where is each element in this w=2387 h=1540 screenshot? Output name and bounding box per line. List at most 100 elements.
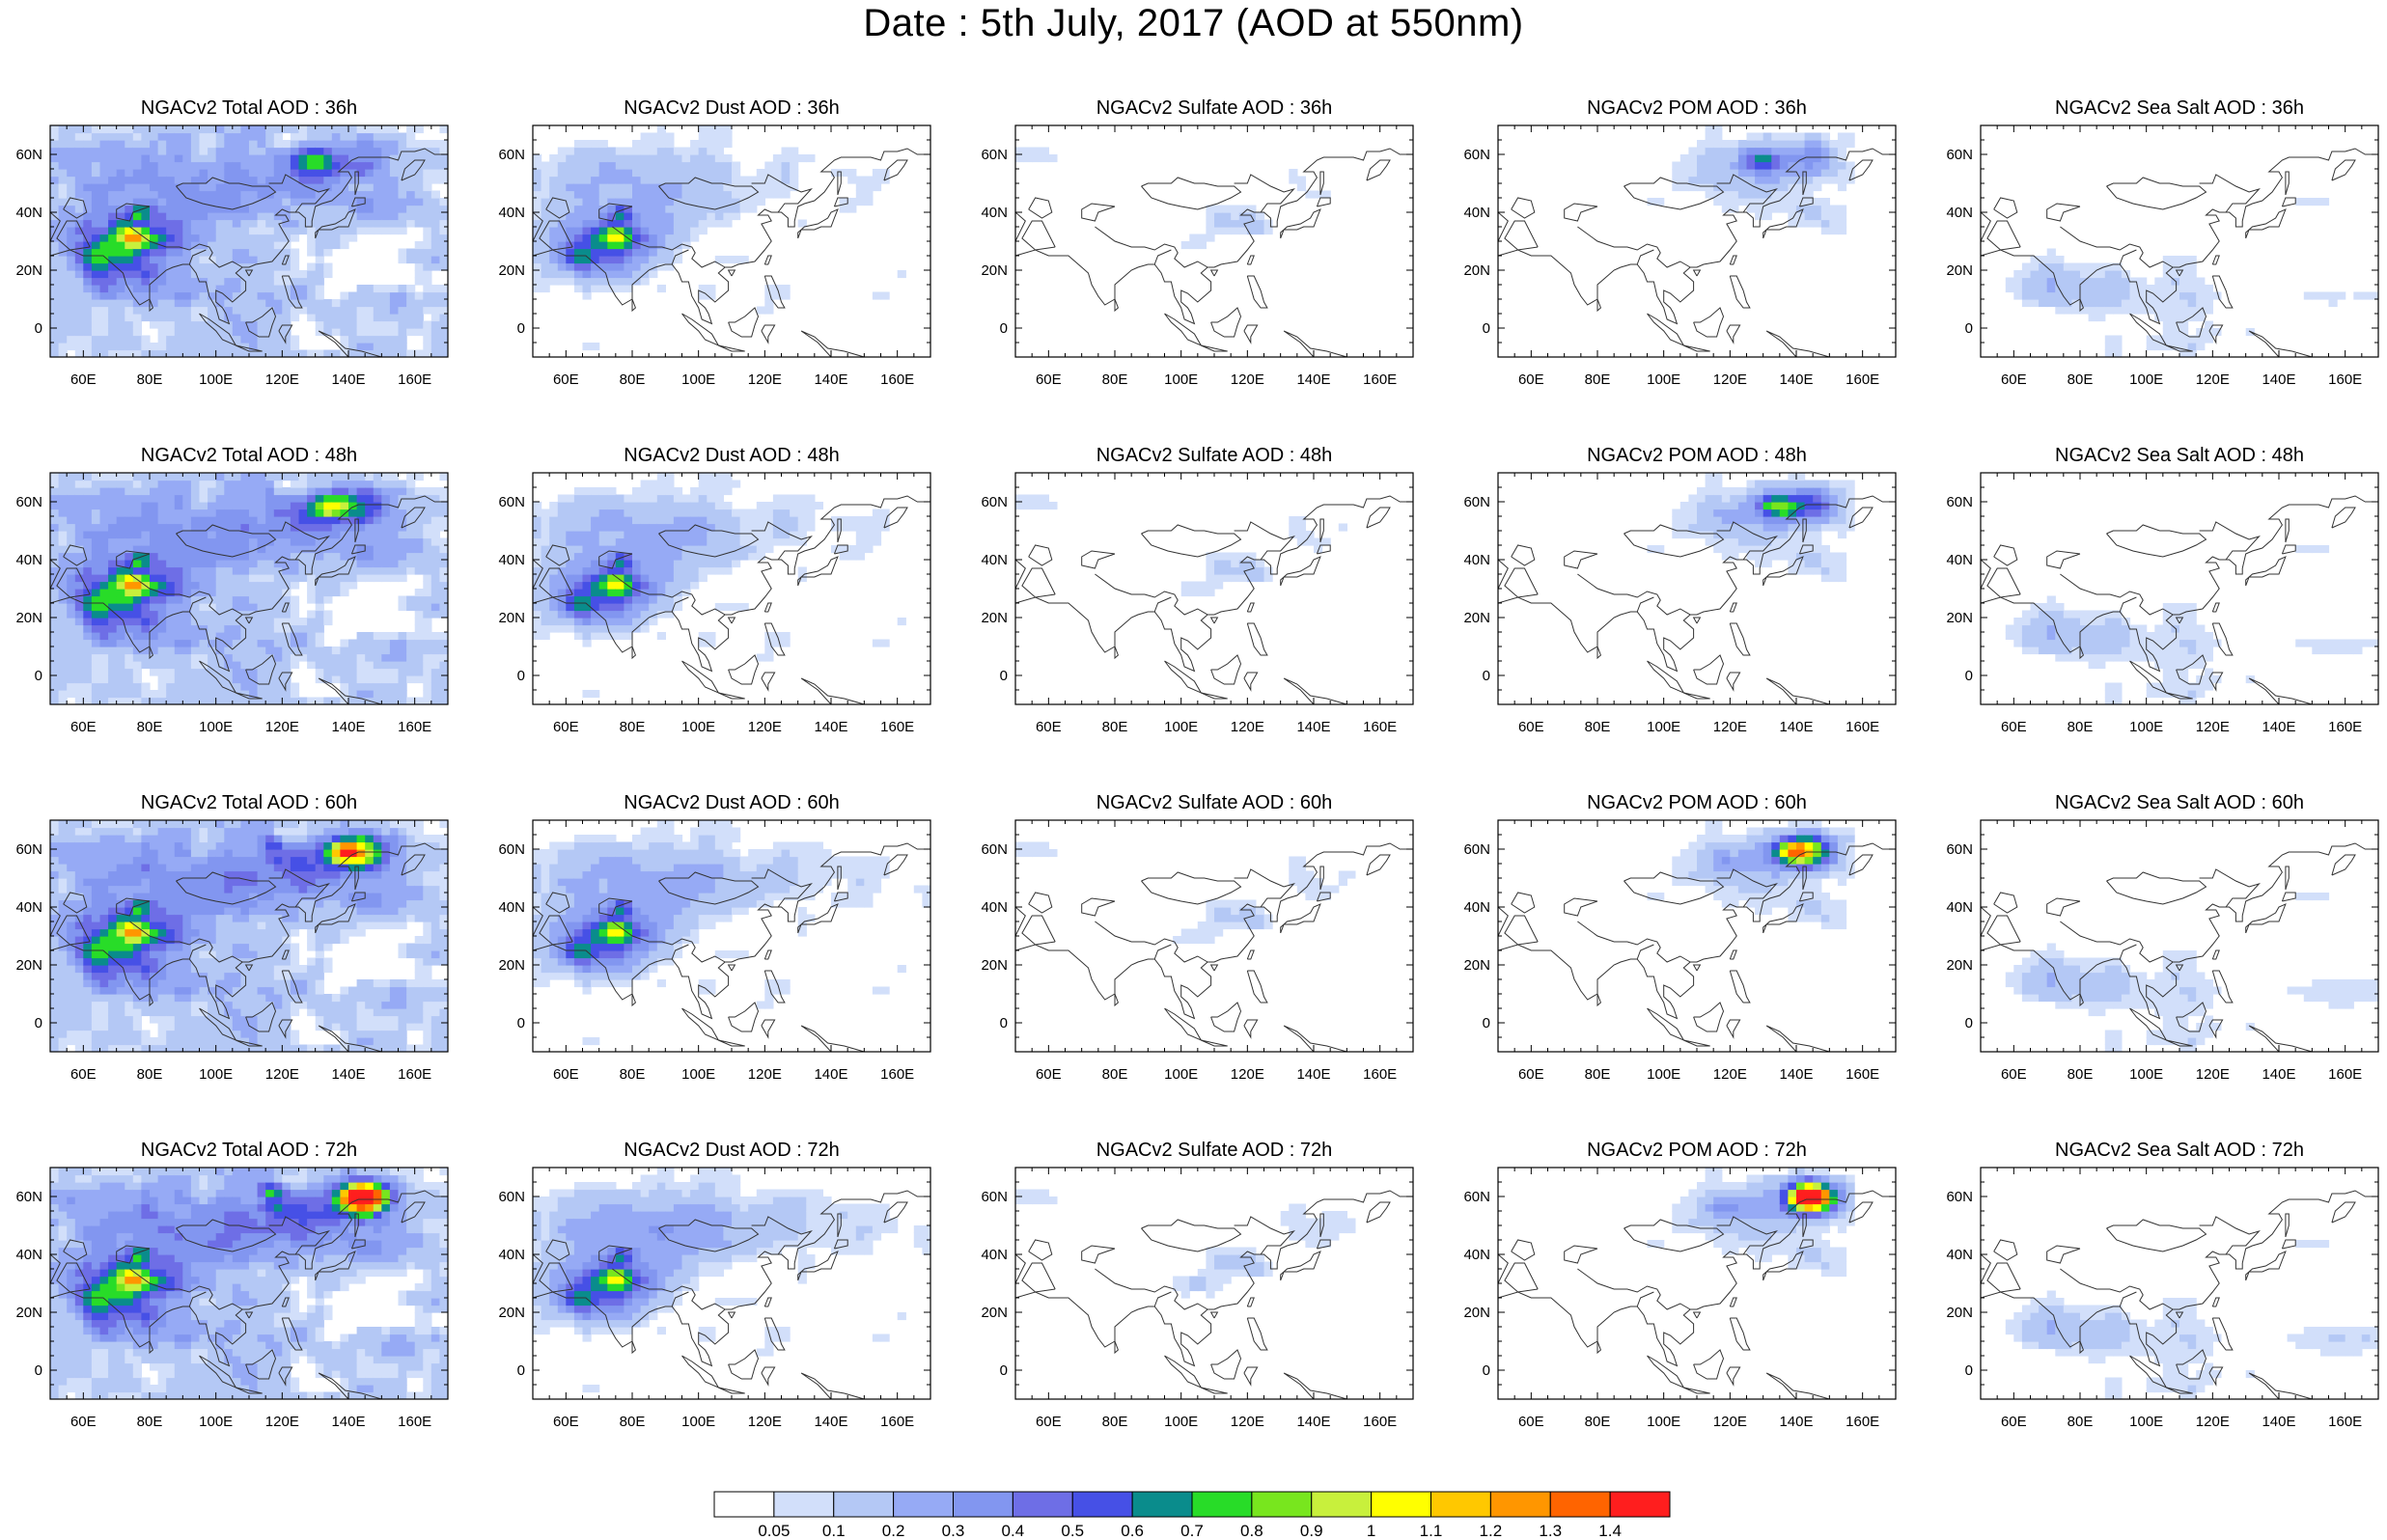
- lat-tick-label: 40N: [1463, 552, 1490, 568]
- colorbar-swatch: [1549, 1491, 1611, 1518]
- lat-tick-label: 0: [1965, 668, 1973, 684]
- coastlines: [1015, 1168, 1413, 1399]
- lat-tick-label: 60N: [1463, 1189, 1490, 1205]
- panel-title: NGACv2 POM AOD : 48h: [1587, 445, 1807, 466]
- lat-tick-label: 40N: [1463, 1247, 1490, 1263]
- lon-tick-label: 60E: [553, 719, 579, 735]
- lon-tick-label: 100E: [2129, 1414, 2163, 1430]
- colorbar-swatch: [1131, 1491, 1193, 1518]
- lon-tick-label: 140E: [814, 1066, 847, 1083]
- aod-field: [2005, 1240, 2378, 1399]
- lon-tick-label: 120E: [1231, 371, 1264, 388]
- aod-field: [2005, 893, 2378, 1052]
- lat-tick-label: 20N: [498, 1305, 525, 1321]
- lon-tick-label: 60E: [2001, 1066, 2027, 1083]
- lat-tick-label: 0: [517, 1362, 525, 1379]
- lon-tick-label: 100E: [1164, 719, 1198, 735]
- lat-tick-label: 40N: [1946, 899, 1973, 916]
- lon-tick-label: 80E: [2068, 719, 2094, 735]
- lat-tick-label: 0: [35, 320, 42, 337]
- lat-tick-label: 60N: [981, 1189, 1008, 1205]
- aod-field: [50, 820, 448, 1052]
- panel-title: NGACv2 Sea Salt AOD : 48h: [2055, 445, 2304, 466]
- lon-tick-label: 80E: [620, 371, 646, 388]
- aod-field: [50, 1168, 448, 1399]
- lat-tick-label: 60N: [15, 841, 42, 858]
- coastlines: [50, 820, 448, 1052]
- lon-tick-label: 60E: [1036, 1066, 1062, 1083]
- lon-tick-label: 60E: [2001, 1414, 2027, 1430]
- lat-tick-label: 20N: [15, 957, 42, 974]
- lat-tick-label: 20N: [1946, 957, 1973, 974]
- colorbar-label: 1.1: [1420, 1522, 1443, 1540]
- panel-title: NGACv2 Total AOD : 60h: [141, 792, 357, 813]
- lon-tick-label: 140E: [814, 1414, 847, 1430]
- colorbar-swatch: [1191, 1491, 1253, 1518]
- panel-title: NGACv2 POM AOD : 60h: [1587, 792, 1807, 813]
- lon-tick-label: 120E: [1713, 719, 1747, 735]
- panel-title: NGACv2 Sulfate AOD : 60h: [1096, 792, 1333, 813]
- lon-tick-label: 140E: [1779, 1066, 1813, 1083]
- colorbar-label: 0.4: [1002, 1522, 1025, 1540]
- lon-tick-label: 140E: [814, 719, 847, 735]
- lat-tick-label: 0: [517, 320, 525, 337]
- lon-tick-label: 100E: [2129, 1066, 2163, 1083]
- lon-tick-label: 140E: [1296, 371, 1330, 388]
- lon-tick-label: 160E: [1846, 1066, 1879, 1083]
- lon-tick-label: 80E: [620, 1066, 646, 1083]
- lat-tick-label: 20N: [1463, 1305, 1490, 1321]
- lat-tick-label: 0: [1483, 320, 1490, 337]
- lon-tick-label: 120E: [2196, 1066, 2230, 1083]
- colorbar-swatch: [1012, 1491, 1073, 1518]
- lat-tick-label: 60N: [498, 1189, 525, 1205]
- lat-tick-label: 60N: [15, 494, 42, 510]
- coastlines: [1981, 820, 2378, 1052]
- lon-tick-label: 160E: [880, 1414, 914, 1430]
- lon-tick-label: 120E: [2196, 719, 2230, 735]
- aod-field: [1647, 1168, 1855, 1278]
- lat-tick-label: 0: [1965, 320, 1973, 337]
- lat-tick-label: 0: [1000, 320, 1008, 337]
- lon-tick-label: 80E: [2068, 371, 2094, 388]
- lat-tick-label: 20N: [981, 262, 1008, 279]
- panel-title: NGACv2 Dust AOD : 36h: [624, 97, 839, 119]
- lat-tick-label: 40N: [15, 552, 42, 568]
- aod-field: [1015, 147, 1331, 250]
- coastlines: [1498, 125, 1896, 357]
- lon-tick-label: 60E: [1518, 719, 1544, 735]
- coastlines: [50, 473, 448, 704]
- lat-tick-label: 60N: [981, 841, 1008, 858]
- lon-tick-label: 160E: [2328, 371, 2362, 388]
- lon-tick-label: 120E: [1231, 1414, 1264, 1430]
- lon-tick-label: 60E: [1036, 1414, 1062, 1430]
- lon-tick-label: 100E: [199, 1414, 233, 1430]
- lon-tick-label: 120E: [265, 1414, 299, 1430]
- lat-tick-label: 40N: [1946, 552, 1973, 568]
- coastlines: [1981, 1168, 2378, 1399]
- lat-tick-label: 60N: [1946, 147, 1973, 163]
- lat-tick-label: 20N: [1463, 262, 1490, 279]
- aod-field: [50, 473, 448, 704]
- lon-tick-label: 100E: [1164, 371, 1198, 388]
- lon-tick-label: 80E: [137, 371, 163, 388]
- lat-tick-label: 60N: [498, 841, 525, 858]
- lon-tick-label: 140E: [331, 1066, 365, 1083]
- panel-title: NGACv2 Dust AOD : 72h: [624, 1140, 839, 1161]
- lon-tick-label: 120E: [1713, 1066, 1747, 1083]
- lon-tick-label: 100E: [1164, 1066, 1198, 1083]
- lon-tick-label: 140E: [2262, 1066, 2295, 1083]
- panel-title: NGACv2 Total AOD : 48h: [141, 445, 357, 466]
- map-panel: NGACv2 Sulfate AOD : 60h 60E 80E 100E 120E 14…: [981, 792, 1414, 1083]
- coastlines: [50, 1168, 448, 1399]
- coastlines: [1015, 125, 1413, 357]
- lon-tick-label: 160E: [880, 1066, 914, 1083]
- lon-tick-label: 160E: [2328, 1066, 2362, 1083]
- coastlines: [1015, 473, 1413, 704]
- lat-tick-label: 40N: [981, 899, 1008, 916]
- lat-tick-label: 40N: [981, 552, 1008, 568]
- lon-tick-label: 140E: [1779, 371, 1813, 388]
- panel-title: NGACv2 Sulfate AOD : 36h: [1096, 97, 1333, 119]
- map-panel: NGACv2 Total AOD : 60h 60E 80E 100E 120E 140E…: [15, 792, 449, 1083]
- map-panel: NGACv2 POM AOD : 36h 60E 80E 100E 120E 140E 16…: [1463, 97, 1897, 388]
- lon-tick-label: 80E: [1585, 719, 1611, 735]
